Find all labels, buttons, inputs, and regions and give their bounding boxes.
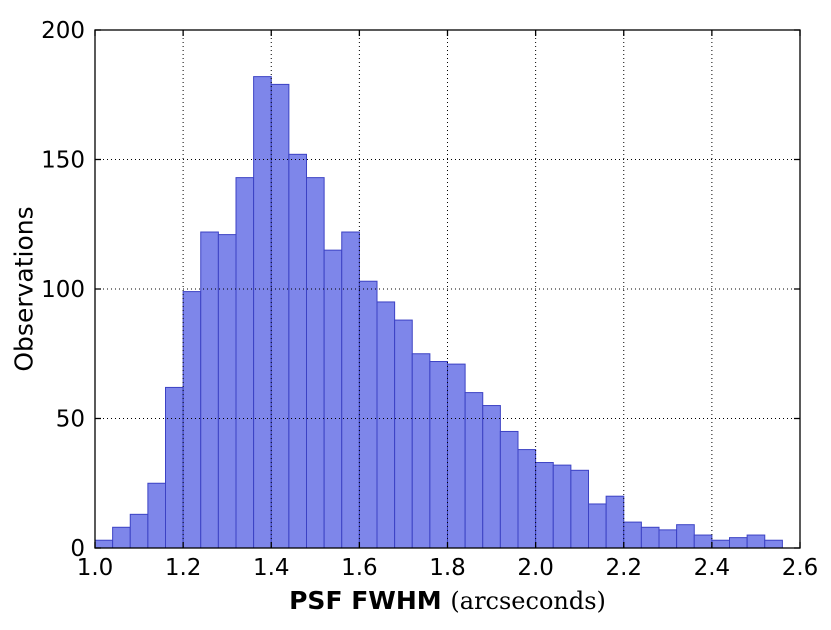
histogram-bar	[746, 534, 766, 549]
histogram-bar	[112, 526, 131, 549]
histogram-bar	[517, 449, 537, 549]
histogram-bar	[429, 361, 449, 549]
histogram-bar	[411, 353, 431, 549]
x-axis-label: PSF FWHM (arcseconds)	[95, 586, 800, 615]
y-tick-label: 150	[41, 148, 85, 174]
histogram-bar	[253, 76, 272, 549]
y-axis-label-text: Observations	[9, 206, 39, 372]
histogram-bar	[535, 462, 554, 549]
histogram-bar	[217, 234, 237, 549]
histogram-bar	[764, 539, 783, 549]
x-axis-label-main: PSF FWHM	[289, 586, 451, 615]
histogram-bar	[499, 430, 519, 549]
y-tick-label: 0	[70, 536, 85, 562]
y-tick-label: 50	[56, 407, 85, 433]
x-tick-label: 1.4	[253, 555, 290, 581]
y-tick-label: 200	[41, 18, 85, 44]
histogram-bar	[182, 291, 202, 549]
x-tick-label: 1.0	[77, 555, 114, 581]
x-tick-label: 2.6	[782, 555, 819, 581]
histogram-bar	[640, 526, 660, 549]
histogram-bar	[306, 177, 325, 549]
histogram-bar	[94, 539, 114, 549]
histogram-bar	[129, 513, 149, 549]
histogram-bar	[376, 301, 396, 549]
histogram-bar	[341, 231, 360, 549]
histogram-bar	[288, 153, 308, 549]
histogram-bar	[147, 482, 167, 549]
x-axis-label-unit: (arcseconds)	[450, 587, 606, 615]
histogram-bar	[693, 534, 713, 549]
y-tick-label: 100	[41, 277, 85, 303]
histogram-bar	[464, 392, 484, 549]
x-tick-label: 2.0	[517, 555, 554, 581]
x-tick-label: 2.4	[694, 555, 731, 581]
x-tick-label: 1.6	[341, 555, 378, 581]
histogram-bar	[235, 177, 255, 549]
histogram-bar	[270, 83, 290, 549]
histogram-bar	[711, 539, 731, 549]
histogram-bar	[447, 363, 466, 549]
histogram-bar	[552, 464, 572, 549]
histogram-bar	[323, 249, 343, 549]
histogram-bar	[658, 529, 678, 549]
histogram-bar	[394, 319, 413, 549]
histogram-bar	[358, 280, 378, 549]
histogram-bar	[570, 469, 590, 549]
histogram-bar	[165, 386, 184, 549]
histogram-bar	[605, 495, 625, 549]
histogram-bar	[729, 537, 748, 549]
histogram-bar	[588, 503, 607, 549]
x-tick-label: 1.8	[429, 555, 466, 581]
x-tick-label: 1.2	[165, 555, 202, 581]
histogram-bar	[676, 524, 695, 549]
x-tick-label: 2.2	[605, 555, 642, 581]
histogram-bar	[623, 521, 642, 549]
histogram-bar	[200, 231, 219, 549]
histogram-bar	[482, 405, 501, 549]
